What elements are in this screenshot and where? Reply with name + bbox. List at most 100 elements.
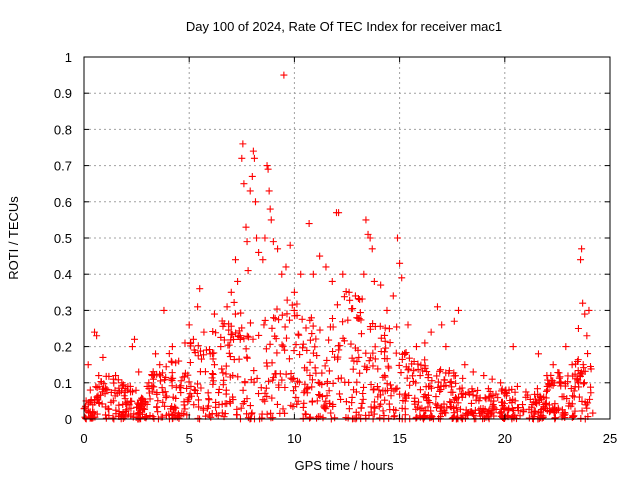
data-point [81, 413, 89, 421]
data-point [95, 372, 103, 380]
data-point [301, 387, 309, 395]
data-point [369, 386, 377, 394]
data-point [581, 310, 589, 318]
data-point [351, 344, 359, 352]
data-point [209, 370, 217, 378]
data-point [105, 405, 113, 413]
data-point [200, 328, 208, 336]
data-point [260, 321, 268, 329]
data-point [555, 406, 563, 414]
data-point [412, 414, 420, 422]
data-point [519, 401, 527, 409]
data-point [210, 310, 218, 318]
data-point [122, 407, 130, 415]
data-point [242, 223, 250, 231]
data-point [308, 383, 316, 391]
data-point [305, 220, 313, 228]
data-point [319, 414, 327, 422]
data-point [290, 347, 298, 355]
data-point [578, 245, 586, 253]
data-point [569, 392, 577, 400]
data-point [301, 380, 309, 388]
data-point [292, 383, 300, 391]
data-point [505, 386, 513, 394]
data-point [145, 379, 153, 387]
data-point [514, 407, 522, 415]
data-point [433, 372, 441, 380]
data-point [539, 413, 547, 421]
data-point [456, 385, 464, 393]
data-point [153, 403, 161, 411]
data-point [416, 386, 424, 394]
data-point [381, 348, 389, 356]
data-point [434, 401, 442, 409]
data-point [250, 154, 258, 162]
dense-point-cloud [80, 288, 597, 423]
data-point [562, 343, 570, 351]
data-point [239, 386, 247, 394]
data-point [263, 392, 271, 400]
data-point [234, 277, 242, 285]
data-point [454, 413, 462, 421]
data-point [231, 310, 239, 318]
data-point [278, 311, 286, 319]
data-point [336, 342, 344, 350]
data-point [244, 267, 252, 275]
data-point [326, 399, 334, 407]
y-tick-label: 0.3 [54, 303, 72, 318]
data-point [261, 389, 269, 397]
data-point [522, 393, 530, 401]
data-point [406, 381, 414, 389]
data-point [382, 344, 390, 352]
data-point [197, 347, 205, 355]
data-point [118, 411, 126, 419]
data-point [102, 414, 110, 422]
data-point [209, 380, 217, 388]
data-point [238, 154, 246, 162]
data-point [329, 347, 337, 355]
data-point [259, 256, 267, 264]
data-point [450, 317, 458, 325]
data-point [412, 379, 420, 387]
data-point [225, 320, 233, 328]
data-point [136, 414, 144, 422]
data-point [295, 378, 303, 386]
data-point [210, 361, 218, 369]
data-point [355, 353, 363, 361]
data-point [102, 411, 110, 419]
data-point [587, 383, 595, 391]
data-point [127, 404, 135, 412]
data-point [323, 356, 331, 364]
data-point [135, 405, 143, 413]
data-point [89, 401, 97, 409]
data-point [120, 392, 128, 400]
data-point [345, 288, 353, 296]
data-point [163, 392, 171, 400]
data-point [570, 393, 578, 401]
data-point [577, 256, 585, 264]
data-point [267, 414, 275, 422]
data-point [342, 414, 350, 422]
data-point [181, 405, 189, 413]
data-point [210, 349, 218, 357]
data-point [436, 367, 444, 375]
data-point [195, 403, 203, 411]
data-point [497, 379, 505, 387]
data-point [498, 385, 506, 393]
data-point [93, 384, 101, 392]
data-point [283, 310, 291, 318]
data-point [316, 326, 324, 334]
data-point [143, 382, 151, 390]
data-point [582, 401, 590, 409]
data-point [187, 342, 195, 350]
data-point [465, 390, 473, 398]
data-point [209, 377, 217, 385]
data-point [99, 353, 107, 361]
data-point [250, 378, 258, 386]
data-point [190, 401, 198, 409]
data-point [329, 323, 337, 331]
data-point [379, 407, 387, 415]
data-point [148, 371, 156, 379]
data-point [411, 394, 419, 402]
data-point [370, 277, 378, 285]
